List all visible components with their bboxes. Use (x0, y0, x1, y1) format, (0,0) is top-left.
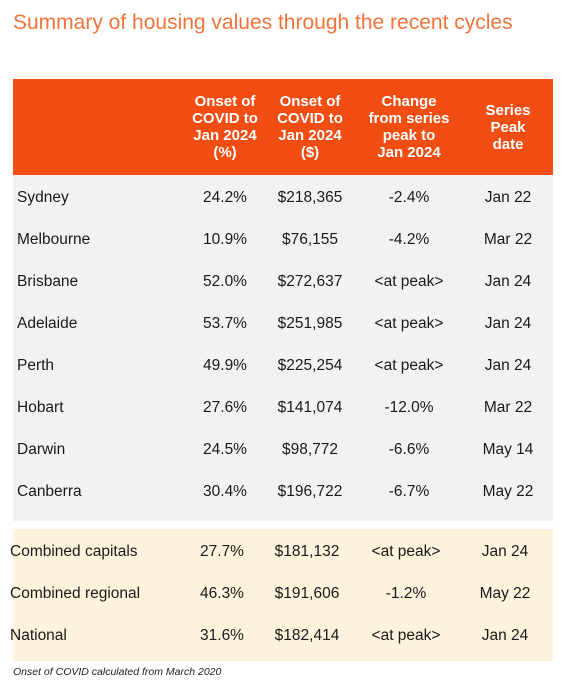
change-from-peak: <at peak> (374, 273, 444, 290)
city-name: Perth (17, 357, 55, 374)
city-name: Melbourne (17, 231, 91, 248)
table-row: Combined capitals 27.7% $181,132 <at pea… (10, 531, 553, 573)
peak-date: Jan 24 (484, 273, 532, 290)
change-from-peak: -6.6% (388, 441, 430, 458)
table-row: Darwin 24.5% $98,772 -6.6% May 14 (13, 429, 553, 471)
city-name: Hobart (17, 399, 64, 416)
peak-date: Jan 24 (484, 357, 532, 374)
peak-date: May 22 (479, 585, 531, 602)
covid-dollar: $98,772 (281, 441, 339, 458)
peak-date: Jan 22 (484, 189, 532, 206)
change-from-peak: <at peak> (371, 543, 441, 560)
covid-pct: 46.3% (200, 585, 244, 602)
table-header: Onset of COVID to Jan 2024 (%) Onset of … (13, 79, 553, 175)
header-covid-pct: Onset of COVID to Jan 2024 (%) (192, 93, 258, 161)
table-row: Perth 49.9% $225,254 <at peak> Jan 24 (13, 345, 553, 387)
covid-dollar: $272,637 (277, 273, 343, 290)
header-city (13, 79, 185, 175)
covid-pct: 24.2% (203, 189, 247, 206)
covid-pct: 27.7% (200, 543, 244, 560)
footnote: Onset of COVID calculated from March 202… (13, 666, 222, 678)
change-from-peak: <at peak> (374, 357, 444, 374)
city-name: Canberra (17, 483, 82, 500)
region-name: National (10, 627, 67, 644)
aggregate-rows: Combined capitals 27.7% $181,132 <at pea… (10, 529, 553, 661)
covid-pct: 49.9% (203, 357, 247, 374)
change-from-peak: -4.2% (388, 231, 430, 248)
peak-date: Jan 24 (484, 315, 532, 332)
peak-date: May 22 (482, 483, 534, 500)
covid-dollar: $182,414 (274, 627, 340, 644)
table-row: Adelaide 53.7% $251,985 <at peak> Jan 24 (13, 303, 553, 345)
peak-date: Mar 22 (483, 399, 533, 416)
header-peak-date: Series Peak date (485, 101, 531, 153)
covid-dollar: $181,132 (274, 543, 340, 560)
change-from-peak: -12.0% (384, 399, 434, 416)
city-name: Brisbane (17, 273, 79, 290)
header-covid-dollar: Onset of COVID to Jan 2024 ($) (277, 93, 343, 161)
change-from-peak: -1.2% (385, 585, 427, 602)
covid-pct: 27.6% (203, 399, 247, 416)
table-row: Canberra 30.4% $196,722 -6.7% May 22 (13, 471, 553, 513)
covid-dollar: $191,606 (274, 585, 340, 602)
header-change-from-peak: Change from series peak to Jan 2024 (368, 93, 450, 161)
table-row: National 31.6% $182,414 <at peak> Jan 24 (10, 615, 553, 657)
peak-date: Jan 24 (481, 543, 529, 560)
covid-pct: 10.9% (203, 231, 247, 248)
city-name: Darwin (17, 441, 66, 458)
covid-pct: 53.7% (203, 315, 247, 332)
housing-values-table: Onset of COVID to Jan 2024 (%) Onset of … (10, 79, 553, 661)
covid-pct: 31.6% (200, 627, 244, 644)
covid-pct: 52.0% (203, 273, 247, 290)
change-from-peak: <at peak> (371, 627, 441, 644)
covid-pct: 24.5% (203, 441, 247, 458)
city-rows: Sydney 24.2% $218,365 -2.4% Jan 22 Melbo… (13, 175, 553, 521)
table-row: Melbourne 10.9% $76,155 -4.2% Mar 22 (13, 219, 553, 261)
peak-date: Jan 24 (481, 627, 529, 644)
city-name: Sydney (17, 189, 69, 206)
page-title: Summary of housing values through the re… (13, 11, 513, 34)
region-name: Combined capitals (10, 543, 138, 560)
covid-dollar: $76,155 (281, 231, 339, 248)
peak-date: May 14 (482, 441, 534, 458)
change-from-peak: -2.4% (388, 189, 430, 206)
table-row: Hobart 27.6% $141,074 -12.0% Mar 22 (13, 387, 553, 429)
covid-dollar: $225,254 (277, 357, 343, 374)
covid-dollar: $251,985 (277, 315, 343, 332)
change-from-peak: <at peak> (374, 315, 444, 332)
covid-dollar: $218,365 (277, 189, 343, 206)
table-row: Combined regional 46.3% $191,606 -1.2% M… (10, 573, 553, 615)
table-row: Brisbane 52.0% $272,637 <at peak> Jan 24 (13, 261, 553, 303)
covid-dollar: $196,722 (277, 483, 343, 500)
peak-date: Mar 22 (483, 231, 533, 248)
change-from-peak: -6.7% (388, 483, 430, 500)
region-name: Combined regional (10, 585, 141, 602)
covid-dollar: $141,074 (277, 399, 343, 416)
covid-pct: 30.4% (203, 483, 247, 500)
table-row: Sydney 24.2% $218,365 -2.4% Jan 22 (13, 177, 553, 219)
city-name: Adelaide (17, 315, 78, 332)
